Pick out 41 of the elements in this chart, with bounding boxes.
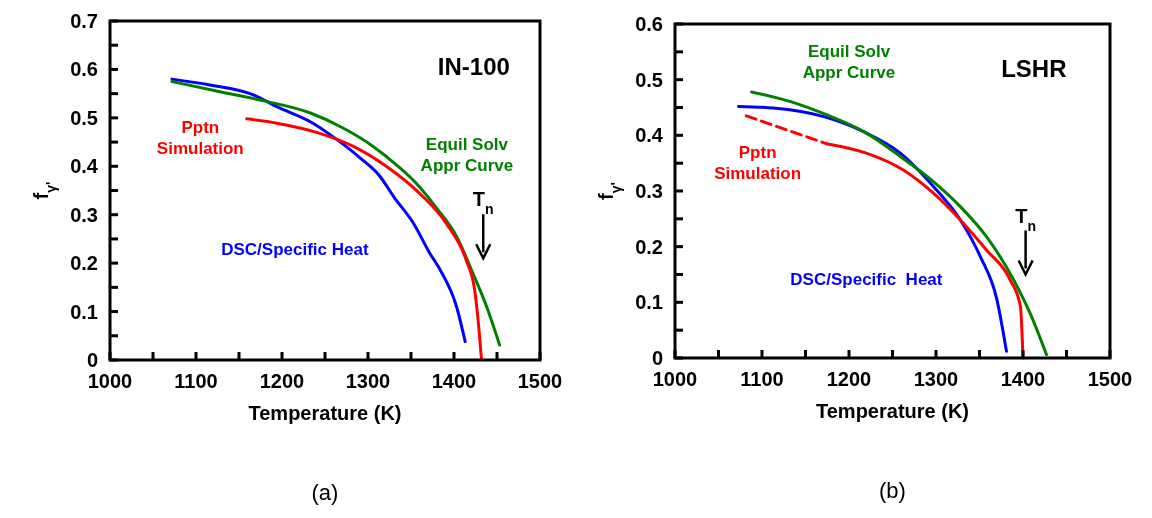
y-tick-label: 0.7 <box>70 10 98 32</box>
x-tick-label: 1300 <box>913 368 959 390</box>
y-tick-label: 0 <box>651 347 663 369</box>
x-tick-label: 1000 <box>652 368 698 390</box>
series-label: Pptn Simulation <box>714 142 802 183</box>
annotation: LSHR <box>1001 55 1067 83</box>
y-tick-label: 0.4 <box>70 155 99 178</box>
y-tick-label: 0.1 <box>70 300 98 323</box>
y-tick-label: 0.3 <box>70 203 98 226</box>
y-tick-label: 0.4 <box>635 124 664 147</box>
text: (b) <box>879 478 906 503</box>
annotation: T$_{n}$ <box>472 188 494 218</box>
y-tick-label: 0.1 <box>635 291 663 314</box>
text: DSC/Specific Heat <box>790 269 943 289</box>
x-tick-label: 1000 <box>87 370 133 392</box>
x-tick-label: 1200 <box>259 370 305 392</box>
y-tick-label: 0.6 <box>635 13 663 35</box>
x-tick-label: 1200 <box>826 368 872 390</box>
y-tick-label: 0.3 <box>635 180 663 202</box>
series-label: Equil Solv Appr Curve <box>420 134 514 175</box>
y-tick-label: 0.5 <box>70 106 98 129</box>
series-label: Pptn Simulation <box>156 117 244 158</box>
y-tick-label: 0.6 <box>70 58 98 81</box>
x-tick-label: 1100 <box>174 370 218 392</box>
y-tick-label: 0 <box>86 349 98 371</box>
x-tick-label: 1500 <box>517 370 563 392</box>
x-tick-label: 1100 <box>740 368 784 390</box>
x-tick-label: 1400 <box>1000 368 1046 390</box>
y-tick-label: 0.5 <box>635 68 663 91</box>
x-tick-label: 1500 <box>1087 368 1133 390</box>
y-tick-label: 0.2 <box>635 235 663 258</box>
x-tick-label: 1400 <box>431 370 477 392</box>
annotation: T$_{n}$ <box>1015 204 1036 234</box>
x-tick-label: 1300 <box>345 370 391 392</box>
x-axis-title: Temperature (K) <box>248 402 402 424</box>
annotation: IN-100 <box>437 53 510 81</box>
series-label: Equil Solv Appr Curve <box>802 42 896 83</box>
text: DSC/Specific Heat <box>221 239 369 259</box>
y-tick-label: 0.2 <box>70 252 98 275</box>
x-axis-title: Temperature (K) <box>816 400 969 422</box>
text: (a) <box>311 480 339 505</box>
